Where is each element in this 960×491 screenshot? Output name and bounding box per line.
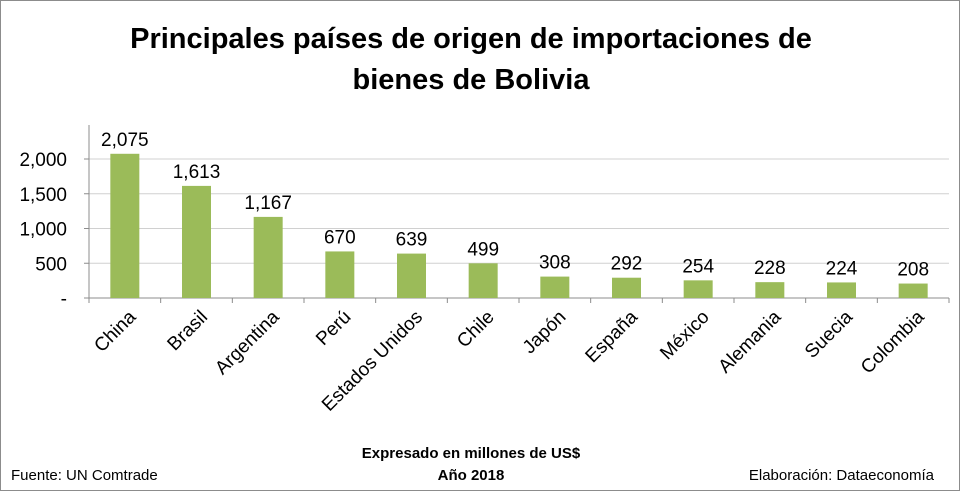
data-label: 208: [897, 260, 929, 281]
category-label: Alemania: [715, 306, 786, 377]
data-label: 639: [396, 230, 428, 251]
bar-alemania: [755, 282, 785, 298]
category-label: Argentina: [211, 306, 284, 379]
data-label: 228: [754, 258, 786, 279]
chart-title-line-2: bienes de Bolivia: [352, 64, 590, 96]
category-label: China: [90, 306, 140, 356]
chart-subtitle: Expresado en millones de US$ Año 2018: [261, 443, 681, 487]
data-label: 2,075: [101, 130, 149, 151]
bar-méxico: [683, 280, 713, 298]
category-label: Suecia: [801, 306, 857, 362]
y-tick-label: 2,000: [19, 150, 67, 171]
bar-chile: [468, 263, 498, 298]
bar-china: [110, 153, 140, 298]
data-label: 1,167: [244, 193, 292, 214]
data-label: 1,613: [173, 162, 221, 183]
source-note: Fuente: UN Comtrade: [11, 467, 158, 484]
data-label: 308: [539, 253, 571, 274]
y-tick-label: 1,500: [19, 185, 67, 206]
category-label: México: [656, 307, 713, 364]
bar-argentina: [253, 216, 283, 298]
bar-japón: [540, 276, 570, 298]
credit-note: Elaboración: Dataeconomía: [748, 467, 934, 484]
y-tick-label: 500: [35, 254, 67, 275]
chart-title-line-1: Principales países de origen de importac…: [130, 23, 812, 55]
bar-colombia: [898, 283, 928, 298]
category-label: Chile: [453, 307, 498, 352]
data-label: 254: [682, 256, 714, 277]
category-label: Brasil: [164, 307, 212, 355]
data-label: 670: [324, 227, 356, 248]
y-tick-label: 1,000: [19, 220, 67, 241]
category-label: Colombia: [857, 306, 929, 378]
bar-suecia: [827, 282, 856, 298]
data-label: 499: [467, 239, 499, 260]
category-label: Perú: [312, 307, 355, 350]
bar-estados-unidos: [397, 253, 426, 298]
data-label: 292: [611, 254, 643, 275]
data-label: 224: [826, 258, 858, 279]
bar-brasil: [182, 185, 211, 298]
category-label: Japón: [519, 307, 570, 358]
subtitle-units: Expresado en millones de US$: [361, 445, 581, 462]
chart-title: Principales países de origen de importac…: [1, 19, 941, 101]
bar-perú: [325, 251, 355, 298]
subtitle-year: Año 2018: [437, 467, 505, 484]
bar-españa: [612, 277, 641, 298]
y-tick-label: -: [61, 289, 67, 310]
category-label: España: [582, 306, 643, 367]
